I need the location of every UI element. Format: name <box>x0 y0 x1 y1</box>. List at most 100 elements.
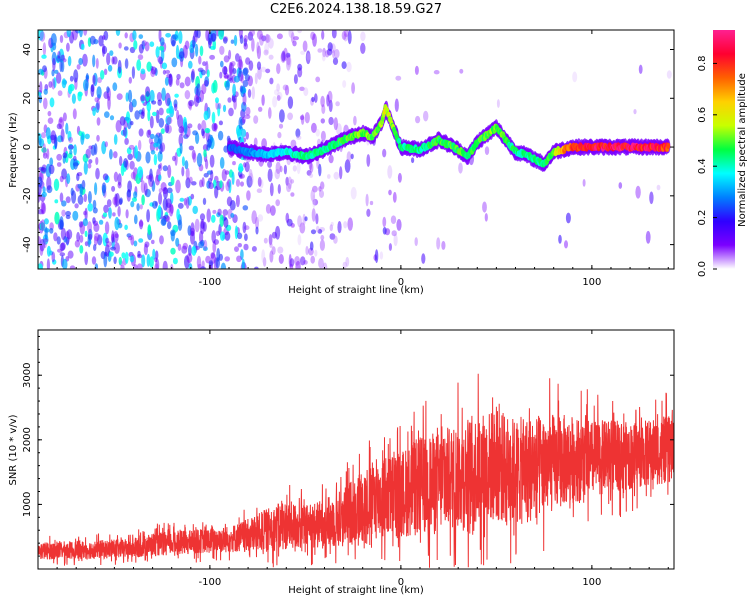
spectrogram-cell <box>183 134 189 139</box>
spectrogram-cell <box>394 98 399 112</box>
spectrogram-cell <box>38 235 41 245</box>
spectrogram-cell <box>254 266 259 269</box>
spectrogram-cell <box>93 235 98 246</box>
spectrogram-cell <box>235 194 240 208</box>
spectrogram-cell <box>256 61 262 70</box>
spectrogram-cell <box>243 42 248 50</box>
spectrogram-cell <box>350 153 354 160</box>
spectrogram-cell <box>320 95 325 108</box>
spectrogram-cell <box>101 182 107 194</box>
spectrogram-cell <box>97 77 102 84</box>
spectrogram-ridge <box>397 138 402 145</box>
spectrogram-cell <box>228 181 232 194</box>
spectrogram-cell <box>211 111 216 124</box>
spectrogram-cell <box>263 49 269 56</box>
spectrogram-cell <box>123 158 128 168</box>
spectrogram-cell <box>315 225 320 233</box>
spectrogram-cell <box>184 255 190 269</box>
spectrogram-cell <box>162 69 167 75</box>
spectrogram-cell <box>278 254 284 264</box>
spectrogram-cell <box>73 158 78 170</box>
spectrogram-cell <box>190 222 195 236</box>
spectrogram-cell <box>42 186 46 194</box>
spectrogram-cell <box>46 148 50 160</box>
spectrogram-cell <box>299 256 306 266</box>
spectrogram-cell <box>195 132 200 145</box>
spectrogram-cell <box>85 148 91 159</box>
spectrogram-cell <box>83 30 88 36</box>
spectrogram-cell <box>73 69 79 83</box>
spectrogram-cell <box>103 253 108 268</box>
spectrogram-cell <box>272 96 278 108</box>
spectrogram-cell <box>268 38 274 49</box>
spectrogram-cell <box>137 54 144 60</box>
colorbar: 0.0 0.2 0.4 0.6 0.8 Normalized spectral ampl… <box>697 30 748 277</box>
spectrogram-cell <box>72 210 79 221</box>
spectrogram-cell <box>117 181 122 189</box>
spectrogram-cell <box>219 180 223 189</box>
spectrogram-cell <box>226 74 233 81</box>
spectrogram-cell <box>565 212 571 224</box>
spectrogram-cell <box>158 56 164 65</box>
spectrogram-cell <box>196 83 201 97</box>
spectrogram-cell <box>188 176 193 184</box>
spectrogram-cell <box>154 257 158 263</box>
spectrogram-cell <box>240 128 247 138</box>
spectrogram-cell <box>300 114 305 125</box>
spectrogram-cell <box>101 141 107 155</box>
spectrogram-cell <box>347 30 352 45</box>
spectrogram-cell <box>128 76 132 84</box>
spectrogram-cell <box>222 104 227 113</box>
spectrogram-cell <box>38 91 42 96</box>
spectrogram-cell <box>382 227 387 235</box>
spectrogram-cell <box>281 50 286 62</box>
spectrogram-cell <box>163 187 168 199</box>
spectrogram-cell <box>61 168 67 180</box>
spectrogram-cell <box>111 56 115 65</box>
spectrogram-cell <box>52 57 56 72</box>
spectrogram-cell <box>149 133 155 140</box>
spectrogram-cell <box>331 30 337 39</box>
spectrogram-cell <box>107 64 113 72</box>
spectrogram-cell <box>89 35 96 45</box>
spectrogram-cell <box>247 31 254 41</box>
spectrogram-cell <box>203 221 207 232</box>
spectrogram-cell <box>43 238 49 243</box>
spectrogram-cell <box>160 128 165 135</box>
spectrogram-cell <box>320 234 325 241</box>
spectrogram-cell <box>115 120 122 133</box>
spectrogram-cell <box>333 171 340 180</box>
spectrogram-cell <box>90 84 95 92</box>
snr-x-tick-label: -100 <box>199 577 222 588</box>
spectrogram-cell <box>112 82 118 92</box>
spectrogram-cell <box>265 204 272 214</box>
spectrogram-cell <box>45 127 51 140</box>
spectrogram-cell <box>98 35 104 47</box>
spectrogram-cell <box>79 245 84 254</box>
spectrogram-cell <box>126 147 132 155</box>
spectrogram-cell <box>203 149 207 158</box>
spectrogram-cell <box>414 237 418 247</box>
spectrogram-cell <box>220 60 224 68</box>
snr-y-tick-label: 3000 <box>22 362 33 387</box>
spectrogram-cell <box>151 180 156 192</box>
spectrogram-cell <box>284 84 290 96</box>
spectrogram-x-tick-label: -100 <box>199 277 222 288</box>
spectrogram-cell <box>105 237 110 244</box>
spectrogram-cell <box>228 61 233 76</box>
spectrogram-cell <box>306 52 311 61</box>
spectrogram-cell <box>210 33 217 42</box>
spectrogram-cell <box>221 168 227 182</box>
spectrogram-cell <box>318 163 322 177</box>
spectrogram-cell <box>38 68 44 75</box>
spectrogram-cell <box>666 70 672 79</box>
spectrogram-cell <box>397 172 402 183</box>
spectrogram-cell <box>133 240 138 247</box>
spectrogram-cell <box>112 231 119 243</box>
spectrogram-cell <box>230 61 236 67</box>
spectrogram-cell <box>206 138 212 148</box>
spectrogram-cell <box>255 226 259 235</box>
spectrogram-cell <box>633 109 637 115</box>
spectrogram-cell <box>257 214 264 222</box>
spectrogram-cell <box>306 170 312 176</box>
